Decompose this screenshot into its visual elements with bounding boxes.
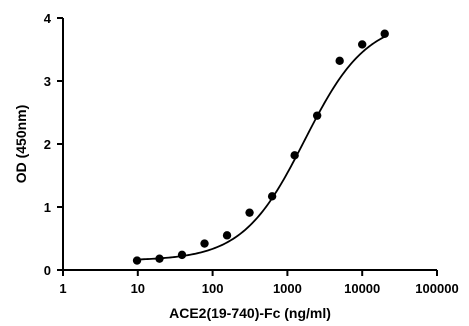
y-tick-label: 2 (44, 137, 51, 152)
x-tick-label: 1000 (273, 281, 302, 296)
data-point (155, 254, 164, 263)
x-axis-title: ACE2(19-740)-Fc (ng/ml) (169, 305, 331, 321)
data-point (267, 192, 277, 201)
data-point (222, 231, 232, 240)
fit-curve (137, 35, 386, 261)
y-tick-label: 4 (44, 11, 52, 26)
x-tick-label: 1 (59, 281, 66, 296)
data-point (132, 256, 142, 265)
data-point (245, 208, 254, 217)
x-ticks: 1 10 100 1000 10000 100000 (59, 270, 459, 296)
data-point (380, 29, 389, 38)
y-tick-label: 1 (44, 200, 51, 215)
x-tick-label: 100 (202, 281, 224, 296)
data-point (177, 250, 187, 260)
data-point (200, 239, 209, 248)
data-points (132, 29, 389, 265)
y-tick-label: 3 (44, 74, 51, 89)
data-point (358, 40, 367, 49)
data-point (312, 111, 322, 120)
x-tick-label: 100000 (415, 281, 458, 296)
y-axis-title: OD (450nm) (13, 105, 29, 184)
x-tick-label: 10 (131, 281, 145, 296)
y-tick-label: 0 (44, 263, 51, 278)
data-point (290, 151, 299, 160)
data-point (335, 56, 344, 66)
x-tick-label: 10000 (344, 281, 380, 296)
y-ticks: 0 1 2 3 4 (44, 11, 63, 278)
axes (62, 18, 437, 271)
